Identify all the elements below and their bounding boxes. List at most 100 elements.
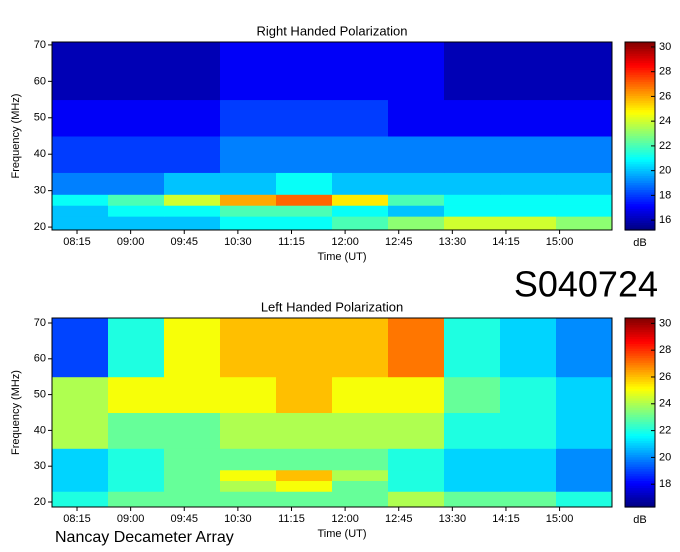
- heat-cell: [444, 99, 501, 137]
- id-label: S040724: [514, 264, 658, 305]
- heat-cell: [52, 194, 109, 206]
- colorbar-segment: [625, 51, 655, 55]
- colorbar-segment: [625, 65, 655, 69]
- colorbar-segment: [625, 395, 655, 399]
- colorbar-segment: [625, 400, 655, 404]
- y-tick-label: 30: [34, 460, 46, 472]
- colorbar-segment: [625, 492, 655, 496]
- heat-cell: [108, 448, 165, 471]
- colorbar-segment: [625, 164, 655, 168]
- colorbar-segment: [625, 445, 655, 449]
- chart-title: Left Handed Polarization: [261, 299, 403, 314]
- heat-cell: [556, 469, 613, 482]
- heat-cell: [388, 318, 445, 378]
- x-axis-label: Time (UT): [317, 251, 366, 263]
- colorbar-segment: [625, 403, 655, 407]
- x-tick-label: 12:00: [331, 236, 359, 248]
- heat-cell: [332, 42, 389, 101]
- x-axis-label: Time (UT): [317, 528, 366, 540]
- x-tick-label: 09:45: [170, 513, 198, 525]
- x-tick-label: 14:15: [492, 513, 520, 525]
- colorbar-segment: [625, 131, 655, 135]
- x-tick-label: 10:30: [224, 513, 252, 525]
- colorbar-segment: [625, 478, 655, 482]
- heat-cell: [500, 172, 557, 195]
- colorbar-tick-label: 28: [659, 344, 671, 356]
- heat-cell: [276, 448, 333, 471]
- colorbar-tick-label: 20: [659, 451, 671, 463]
- heat-cell: [444, 448, 501, 471]
- y-tick-label: 70: [34, 39, 46, 51]
- heat-cell: [164, 480, 221, 492]
- heat-cell: [500, 480, 557, 492]
- colorbar-tick-label: 16: [659, 214, 671, 226]
- colorbar-segment: [625, 462, 655, 466]
- heat-cell: [164, 318, 221, 378]
- heat-cell: [164, 172, 221, 195]
- heat-cell: [220, 318, 277, 378]
- colorbar-segment: [625, 215, 655, 219]
- heat-cell: [108, 205, 165, 217]
- heat-cell: [332, 318, 389, 378]
- y-axis-label: Frequency (MHz): [10, 94, 22, 179]
- colorbar-segment: [625, 473, 655, 477]
- x-tick-label: 13:30: [439, 236, 467, 248]
- colorbar-segment: [625, 117, 655, 121]
- colorbar-segment: [625, 410, 655, 414]
- colorbar-segment: [625, 488, 655, 492]
- heat-cell: [332, 172, 389, 195]
- chart-title: Right Handed Polarization: [256, 23, 407, 38]
- x-tick-label: 10:30: [224, 236, 252, 248]
- colorbar-segment: [625, 358, 655, 362]
- heat-cell: [500, 42, 557, 101]
- y-tick-label: 40: [34, 148, 46, 160]
- colorbar-segment: [625, 381, 655, 385]
- colorbar-segment: [625, 208, 655, 212]
- heat-cell: [500, 318, 557, 378]
- colorbar-segment: [625, 124, 655, 128]
- colorbar-segment: [625, 353, 655, 357]
- heat-cell: [52, 172, 109, 195]
- colorbar-segment: [625, 348, 655, 352]
- colorbar-segment: [625, 143, 655, 146]
- heat-cell: [500, 448, 557, 471]
- colorbar-tick-label: 28: [659, 66, 671, 78]
- colorbar-segment: [625, 322, 655, 326]
- heat-cell: [444, 42, 501, 101]
- heat-cell: [164, 42, 221, 101]
- colorbar-segment: [625, 220, 655, 224]
- colorbar-tick-label: 20: [659, 165, 671, 177]
- colorbar-segment: [625, 56, 655, 60]
- heat-cell: [164, 412, 221, 449]
- y-tick-label: 30: [34, 185, 46, 197]
- heat-cell: [220, 42, 277, 101]
- heat-cell: [388, 99, 445, 137]
- colorbar-segment: [625, 334, 655, 338]
- x-tick-label: 12:45: [385, 513, 413, 525]
- colorbar-segment: [625, 483, 655, 487]
- colorbar-segment: [625, 89, 655, 92]
- colorbar-segment: [625, 213, 655, 217]
- colorbar-segment: [625, 150, 655, 154]
- colorbar-segment: [625, 103, 655, 107]
- colorbar-segment: [625, 112, 655, 116]
- heat-cell: [500, 194, 557, 206]
- heat-cell: [556, 216, 613, 231]
- colorbar-tick-label: 30: [659, 41, 671, 53]
- colorbar-segment: [625, 327, 655, 331]
- y-tick-label: 20: [34, 496, 46, 508]
- colorbar-tick-label: 22: [659, 140, 671, 152]
- colorbar-segment: [625, 485, 655, 489]
- colorbar-segment: [625, 495, 655, 499]
- heat-cell: [164, 99, 221, 137]
- heat-cell: [444, 412, 501, 449]
- heat-cell: [500, 491, 557, 508]
- heat-cell: [556, 136, 613, 173]
- heat-cell: [444, 172, 501, 195]
- colorbar-segment: [625, 464, 655, 468]
- colorbar-segment: [625, 197, 655, 201]
- colorbar-segment: [625, 452, 655, 456]
- colorbar-label: dB: [633, 514, 646, 526]
- heat-cell: [108, 480, 165, 492]
- colorbar-segment: [625, 107, 655, 111]
